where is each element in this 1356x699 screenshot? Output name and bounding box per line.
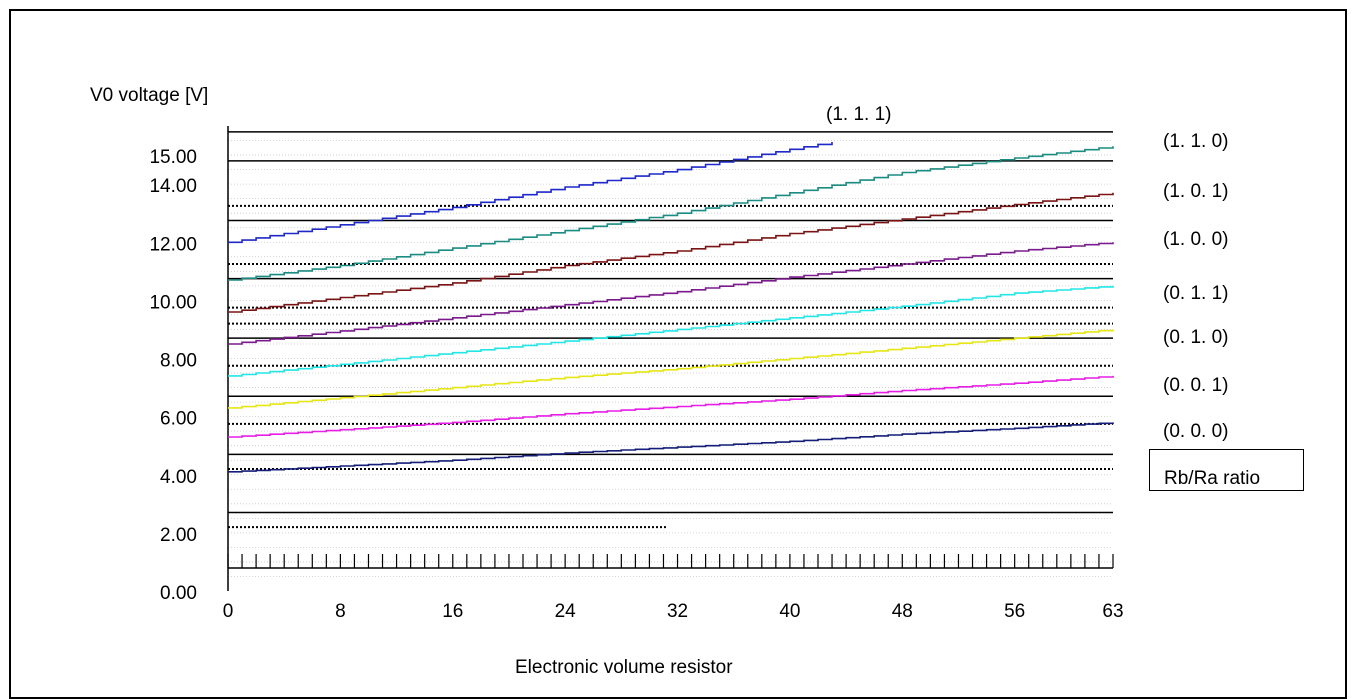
y-tick-label: 14.00 xyxy=(149,176,197,197)
x-tick-label: 32 xyxy=(667,601,688,622)
series-label: (1. 0. 0) xyxy=(1163,229,1228,250)
x-tick-label: 56 xyxy=(1004,601,1025,622)
x-tick-label: 24 xyxy=(555,601,577,622)
series-label: (0. 0. 0) xyxy=(1163,421,1228,442)
y-tick-label: 15.00 xyxy=(149,147,197,168)
series-line xyxy=(228,192,1114,313)
y-tick-label: 6.00 xyxy=(160,409,197,430)
y-tick-label: 0.00 xyxy=(160,583,197,604)
series-line xyxy=(228,142,833,244)
axes-layer xyxy=(227,126,1114,591)
y-tick-label: 2.00 xyxy=(160,525,197,546)
series-label: (0. 1. 0) xyxy=(1163,327,1228,348)
series-line xyxy=(228,375,1114,438)
series-label: (0. 1. 1) xyxy=(1163,283,1228,304)
x-tick-label: 8 xyxy=(335,601,346,622)
y-tick-label: 12.00 xyxy=(149,234,197,255)
series-line xyxy=(228,422,1114,473)
series-line xyxy=(228,285,1114,377)
x-axis-label: Electronic volume resistor xyxy=(515,657,733,678)
series-layer xyxy=(228,142,1114,473)
series-label: (1. 1. 0) xyxy=(1163,131,1228,152)
y-axis-label: V0 voltage [V] xyxy=(90,85,208,106)
x-tick-label: 48 xyxy=(892,601,913,622)
x-tick-label: 63 xyxy=(1102,601,1123,622)
series-line xyxy=(228,329,1114,409)
labels-layer: 0.00 2.00 4.00 6.00 8.00 10.00 12.00 14.00 15.00… xyxy=(149,104,1228,622)
x-tick-label: 0 xyxy=(223,601,234,622)
grid-layer xyxy=(228,131,1113,577)
legend-box: Rb/Ra ratio xyxy=(1149,449,1304,491)
legend-title: Rb/Ra ratio xyxy=(1164,468,1261,489)
series-label: (0. 0. 1) xyxy=(1163,375,1228,396)
y-tick-label: 8.00 xyxy=(160,351,197,372)
series-line xyxy=(228,146,1114,281)
y-tick-label: 10.00 xyxy=(149,292,197,313)
series-label: (1. 0. 1) xyxy=(1163,181,1228,202)
series-label: (1. 1. 1) xyxy=(826,104,891,125)
y-tick-label: 4.00 xyxy=(160,467,197,488)
series-line xyxy=(228,242,1114,345)
x-tick-label: 16 xyxy=(442,601,463,622)
x-tick-label: 40 xyxy=(779,601,800,622)
